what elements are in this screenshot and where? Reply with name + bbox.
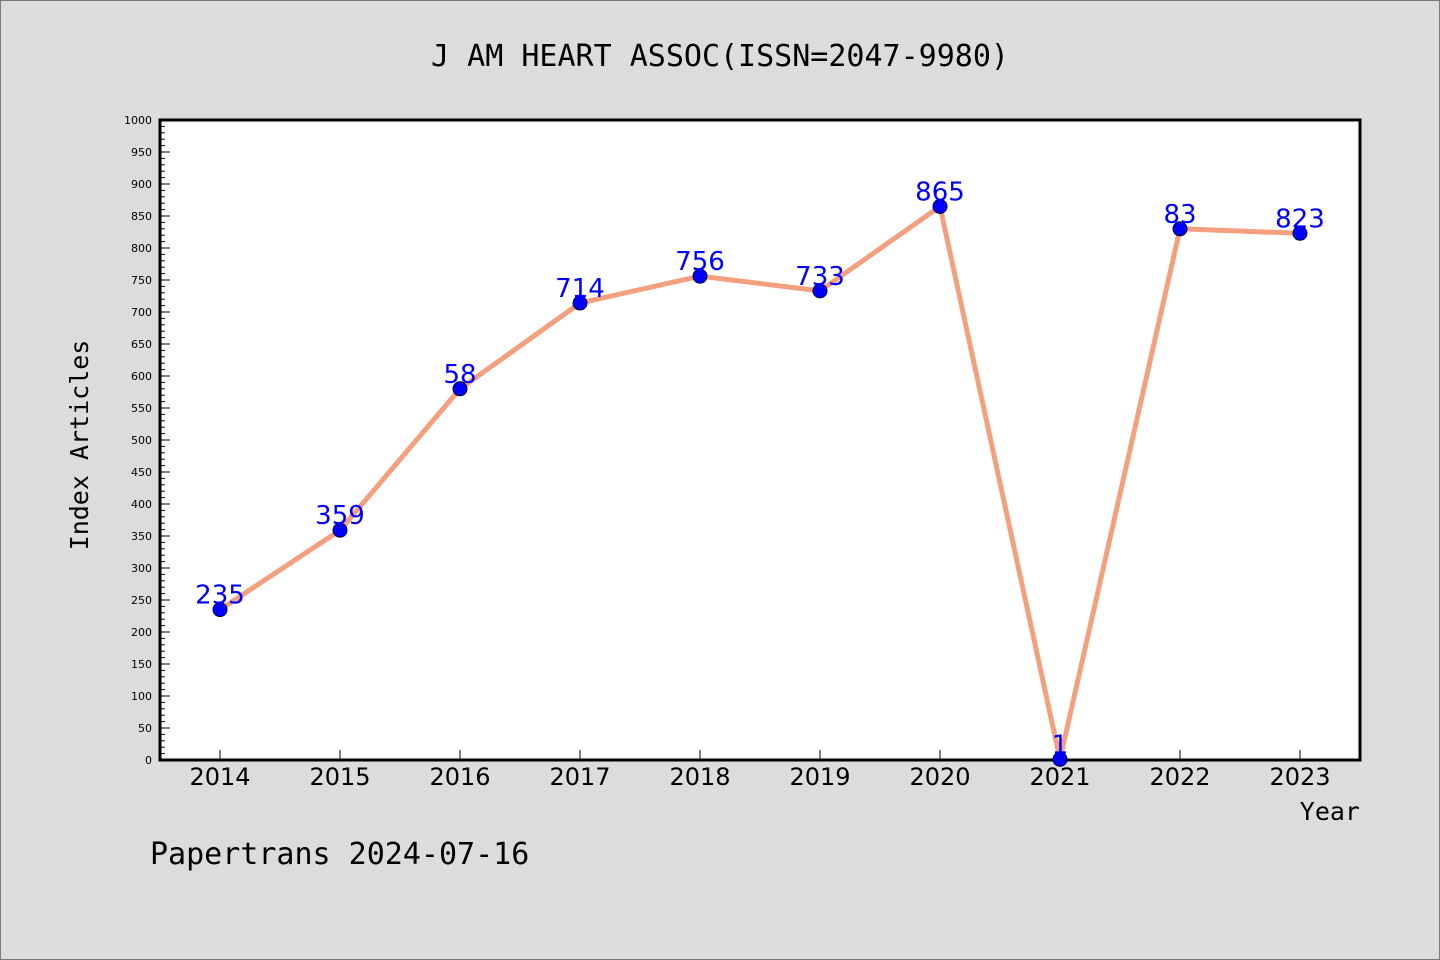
data-label: 235 — [195, 581, 245, 611]
y-tick-label: 500 — [131, 434, 152, 447]
y-tick-label: 250 — [131, 594, 152, 607]
y-tick-label: 800 — [131, 242, 152, 255]
x-tick-label: 2017 — [549, 763, 610, 791]
x-tick-label: 2015 — [309, 763, 370, 791]
x-axis-ticks: 2014 2015 2016 2017 2018 2019 2020 2021 2022 2023 — [189, 750, 1331, 791]
y-tick-label: 550 — [131, 402, 152, 415]
data-labels: 235 359 58 714 756 733 865 1 83 823 — [195, 177, 1325, 760]
data-label: 756 — [675, 247, 725, 277]
y-tick-label: 600 — [131, 370, 152, 383]
data-point — [692, 268, 708, 284]
data-point — [1052, 751, 1068, 767]
data-label: 58 — [443, 360, 476, 390]
x-tick-label: 2023 — [1269, 763, 1330, 791]
chart-title: J AM HEART ASSOC(ISSN=2047-9980) — [431, 39, 1009, 74]
x-tick-label: 2021 — [1029, 763, 1090, 791]
footer-watermark: Papertrans 2024-07-16 — [150, 837, 529, 872]
data-point — [572, 295, 588, 311]
data-markers — [212, 198, 1308, 767]
data-label: 733 — [795, 262, 845, 292]
y-tick-label: 700 — [131, 306, 152, 319]
y-tick-label: 400 — [131, 498, 152, 511]
x-tick-label: 2019 — [789, 763, 850, 791]
y-axis-title: Index Articles — [65, 340, 94, 551]
y-tick-label: 350 — [131, 530, 152, 543]
y-tick-label: 850 — [131, 210, 152, 223]
data-point — [212, 602, 228, 618]
y-minor-ticks — [160, 125, 165, 755]
data-point — [812, 283, 828, 299]
y-tick-label: 150 — [131, 658, 152, 671]
y-tick-label: 950 — [131, 146, 152, 159]
data-label: 823 — [1275, 204, 1325, 234]
data-label: 1 — [1052, 730, 1069, 760]
data-point — [452, 381, 468, 397]
y-tick-label: 1000 — [124, 114, 152, 127]
data-point — [932, 198, 948, 214]
data-label: 865 — [915, 177, 965, 207]
series-line — [218, 203, 1301, 762]
y-tick-label: 650 — [131, 338, 152, 351]
data-point — [1172, 221, 1188, 237]
y-tick-label: 750 — [131, 274, 152, 287]
y-tick-label: 900 — [131, 178, 152, 191]
y-tick-label: 300 — [131, 562, 152, 575]
x-tick-label: 2014 — [189, 763, 250, 791]
data-point — [1292, 225, 1308, 241]
y-tick-label: 100 — [131, 690, 152, 703]
x-axis-title: Year — [1300, 797, 1360, 826]
data-label: 83 — [1163, 200, 1196, 230]
y-axis-ticks: 0 50 100 150 200 250 300 350 400 450 500 550 600 650 7… — [124, 114, 170, 767]
data-label: 714 — [555, 274, 605, 304]
x-tick-label: 2022 — [1149, 763, 1210, 791]
x-tick-label: 2020 — [909, 763, 970, 791]
y-tick-label: 200 — [131, 626, 152, 639]
x-tick-label: 2018 — [669, 763, 730, 791]
plot-area — [158, 118, 1362, 762]
data-label: 359 — [315, 501, 365, 531]
y-tick-label: 0 — [145, 754, 152, 767]
y-tick-label: 450 — [131, 466, 152, 479]
x-tick-label: 2016 — [429, 763, 490, 791]
y-tick-label: 50 — [138, 722, 152, 735]
data-point — [332, 522, 348, 538]
